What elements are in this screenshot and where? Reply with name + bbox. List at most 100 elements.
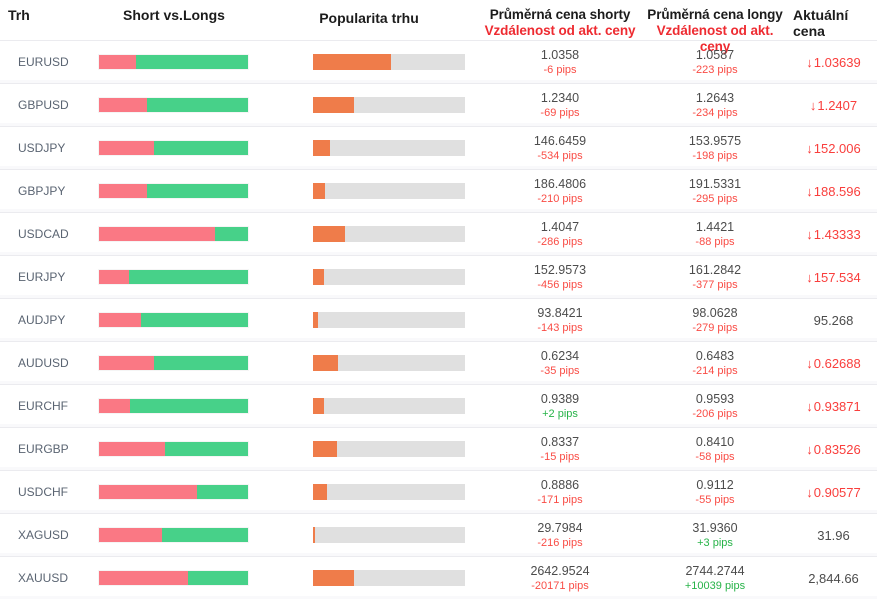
avg-short-price: 2642.9524 bbox=[530, 563, 590, 578]
avg-long-price: 161.2842 bbox=[688, 262, 742, 277]
current-price-title-line1: Aktuální bbox=[793, 7, 849, 23]
popularity-bar-fill bbox=[313, 355, 339, 371]
long-distance: -198 pips bbox=[692, 149, 738, 162]
table-row[interactable]: XAGUSD 29.7984 -216 pips 31.9360 +3 pips bbox=[0, 513, 877, 556]
popularity-bar-fill bbox=[313, 140, 330, 156]
long-bar-fill bbox=[130, 399, 248, 413]
avg-short-price: 1.4047 bbox=[540, 219, 580, 234]
down-arrow-icon: ↓ bbox=[806, 54, 813, 70]
popularity-bar-track bbox=[313, 140, 465, 156]
table-row[interactable]: AUDUSD 0.6234 -35 pips 0.6483 -214 pips bbox=[0, 341, 877, 384]
avg-long-price: 0.8410 bbox=[695, 434, 735, 449]
short-bar-fill bbox=[99, 485, 198, 499]
market-label: EURCHF bbox=[18, 399, 68, 413]
table-row[interactable]: GBPUSD 1.2340 -69 pips 1.2643 -234 pips bbox=[0, 83, 877, 126]
short-distance: -35 pips bbox=[540, 364, 580, 377]
short-vs-long-bar bbox=[98, 269, 249, 285]
current-price: 188.596 bbox=[813, 183, 861, 199]
avg-short-price: 0.8886 bbox=[540, 477, 580, 492]
long-bar-fill bbox=[146, 98, 248, 112]
market-label: USDJPY bbox=[18, 141, 66, 155]
short-bar-fill bbox=[99, 270, 129, 284]
current-price: 1.03639 bbox=[813, 54, 861, 70]
short-distance: -534 pips bbox=[537, 149, 583, 162]
table-row[interactable]: USDJPY 146.6459 -534 pips 153.9575 -198 … bbox=[0, 126, 877, 169]
long-distance: -295 pips bbox=[692, 192, 738, 205]
avg-short-price: 1.2340 bbox=[540, 90, 580, 105]
avg-long-price: 1.4421 bbox=[695, 219, 735, 234]
avg-long-price: 1.0587 bbox=[695, 47, 735, 62]
avg-long-price: 2744.2744 bbox=[685, 563, 745, 578]
popularity-bar-track bbox=[313, 527, 465, 543]
current-price: 152.006 bbox=[813, 140, 861, 156]
current-price: 1.43333 bbox=[813, 226, 861, 242]
table-row[interactable]: EURUSD 1.0358 -6 pips 1.0587 -223 pips bbox=[0, 40, 877, 83]
avg-short-price: 0.6234 bbox=[540, 348, 580, 363]
table-row[interactable]: AUDJPY 93.8421 -143 pips 98.0628 -279 pi… bbox=[0, 298, 877, 341]
popularity-bar-fill bbox=[313, 441, 337, 457]
table-row[interactable]: EURGBP 0.8337 -15 pips 0.8410 -58 pips bbox=[0, 427, 877, 470]
down-arrow-icon: ↓ bbox=[806, 183, 813, 199]
popularity-bar-track bbox=[313, 269, 465, 285]
down-arrow-icon: ↓ bbox=[806, 441, 813, 457]
long-distance: +10039 pips bbox=[684, 579, 746, 592]
short-bar-fill bbox=[99, 141, 155, 155]
popularity-bar-track bbox=[313, 398, 465, 414]
avg-short-price: 1.0358 bbox=[540, 47, 580, 62]
long-bar-fill bbox=[136, 55, 248, 69]
avg-long-price: 153.9575 bbox=[688, 133, 742, 148]
short-distance: -15 pips bbox=[540, 450, 580, 463]
current-price: 0.62688 bbox=[813, 355, 861, 371]
avg-long-title: Průměrná cena longy bbox=[647, 7, 783, 22]
avg-long-price: 0.9112 bbox=[696, 477, 734, 492]
short-distance: -286 pips bbox=[537, 235, 583, 248]
long-distance: -206 pips bbox=[692, 407, 738, 420]
short-bar-fill bbox=[99, 227, 216, 241]
long-distance: -234 pips bbox=[692, 106, 738, 119]
market-label: XAUUSD bbox=[18, 571, 69, 585]
popularity-bar-track bbox=[313, 97, 465, 113]
table-body: EURUSD 1.0358 -6 pips 1.0587 -223 pips bbox=[0, 40, 877, 599]
table-row[interactable]: EURCHF 0.9389 +2 pips 0.9593 -206 pips bbox=[0, 384, 877, 427]
popularity-bar-fill bbox=[313, 226, 345, 242]
table-row[interactable]: XAUUSD 2642.9524 -20171 pips 2744.2744 +… bbox=[0, 556, 877, 599]
avg-short-subtitle: Vzdálenost od akt. ceny bbox=[484, 23, 636, 38]
current-price-title-line2: cena bbox=[793, 23, 825, 39]
avg-short-price: 152.9573 bbox=[533, 262, 587, 277]
short-bar-fill bbox=[99, 313, 141, 327]
long-bar-fill bbox=[161, 528, 248, 542]
short-vs-long-bar bbox=[98, 355, 249, 371]
current-price: 157.534 bbox=[813, 269, 861, 285]
down-arrow-icon: ↓ bbox=[806, 269, 813, 285]
popularity-bar-fill bbox=[313, 54, 391, 70]
short-bar-fill bbox=[99, 184, 147, 198]
popularity-bar-track bbox=[313, 441, 465, 457]
table-row[interactable]: USDCAD 1.4047 -286 pips 1.4421 -88 pips bbox=[0, 212, 877, 255]
popularity-bar-fill bbox=[313, 269, 324, 285]
table-row[interactable]: GBPJPY 186.4806 -210 pips 191.5331 -295 … bbox=[0, 169, 877, 212]
long-distance: -214 pips bbox=[692, 364, 738, 377]
long-distance: +3 pips bbox=[697, 536, 733, 549]
long-distance: -377 pips bbox=[692, 278, 738, 291]
popularity-bar-track bbox=[313, 484, 465, 500]
down-arrow-icon: ↓ bbox=[806, 355, 813, 371]
short-distance: -456 pips bbox=[537, 278, 583, 291]
table-header: Trh Short vs.Longs Popularita trhu Průmě… bbox=[0, 0, 877, 54]
col-header-avg-short: Průměrná cena shorty Vzdálenost od akt. … bbox=[480, 7, 640, 39]
avg-short-price: 93.8421 bbox=[537, 305, 583, 320]
down-arrow-icon: ↓ bbox=[806, 140, 813, 156]
short-distance: -20171 pips bbox=[531, 579, 589, 592]
short-bar-fill bbox=[99, 98, 147, 112]
table-row[interactable]: USDCHF 0.8886 -171 pips 0.9112 -55 pips bbox=[0, 470, 877, 513]
long-bar-fill bbox=[154, 141, 248, 155]
popularity-bar-track bbox=[313, 226, 465, 242]
table-row[interactable]: EURJPY 152.9573 -456 pips 161.2842 -377 … bbox=[0, 255, 877, 298]
long-bar-fill bbox=[154, 356, 248, 370]
avg-short-title: Průměrná cena shorty bbox=[489, 7, 631, 22]
short-bar-fill bbox=[99, 571, 189, 585]
market-label: GBPJPY bbox=[18, 184, 66, 198]
down-arrow-icon: ↓ bbox=[809, 97, 817, 113]
short-vs-long-bar bbox=[98, 527, 249, 543]
short-vs-long-bar bbox=[98, 398, 249, 414]
avg-long-price: 98.0628 bbox=[692, 305, 738, 320]
